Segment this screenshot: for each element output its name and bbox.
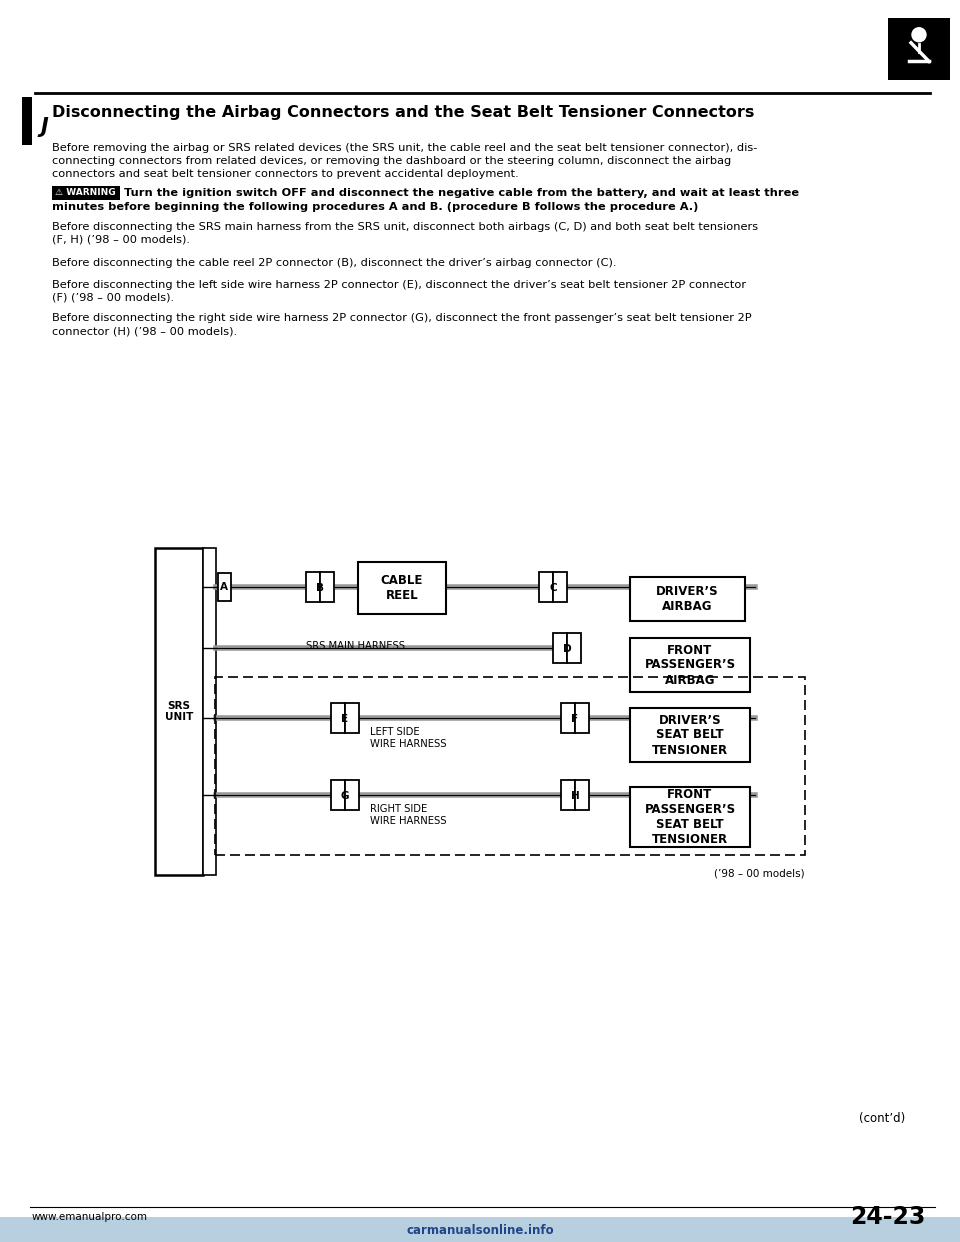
Bar bbox=[630, 787, 750, 847]
Text: B: B bbox=[316, 582, 324, 592]
Text: connecting connectors from related devices, or removing the dashboard or the ste: connecting connectors from related devic… bbox=[52, 156, 732, 166]
Text: G: G bbox=[341, 791, 349, 801]
Text: connector (H) (’98 – 00 models).: connector (H) (’98 – 00 models). bbox=[52, 325, 237, 337]
Bar bbox=[575, 780, 589, 810]
Text: J: J bbox=[40, 117, 48, 137]
Bar bbox=[630, 638, 750, 692]
Text: FRONT
PASSENGER’S
AIRBAG: FRONT PASSENGER’S AIRBAG bbox=[644, 643, 735, 687]
Text: Disconnecting the Airbag Connectors and the Seat Belt Tensioner Connectors: Disconnecting the Airbag Connectors and … bbox=[52, 106, 755, 120]
Bar bbox=[203, 548, 216, 876]
Text: H: H bbox=[570, 791, 580, 801]
Text: Before disconnecting the right side wire harness 2P connector (G), disconnect th: Before disconnecting the right side wire… bbox=[52, 313, 752, 323]
Bar bbox=[630, 708, 750, 763]
Bar bbox=[553, 573, 567, 602]
Bar bbox=[345, 780, 359, 810]
Bar bbox=[218, 573, 231, 601]
Text: www.emanualpro.com: www.emanualpro.com bbox=[32, 1212, 148, 1222]
Bar bbox=[22, 97, 32, 145]
Bar bbox=[539, 573, 553, 602]
Text: LEFT SIDE
WIRE HARNESS: LEFT SIDE WIRE HARNESS bbox=[370, 728, 446, 749]
Bar bbox=[561, 780, 575, 810]
Text: RIGHT SIDE
WIRE HARNESS: RIGHT SIDE WIRE HARNESS bbox=[370, 805, 446, 826]
Bar bbox=[345, 703, 359, 733]
Bar bbox=[575, 703, 589, 733]
Text: C: C bbox=[549, 582, 557, 592]
Bar bbox=[155, 548, 203, 876]
Bar bbox=[567, 633, 581, 663]
Text: D: D bbox=[563, 645, 571, 655]
Text: (F) (’98 – 00 models).: (F) (’98 – 00 models). bbox=[52, 293, 174, 303]
Text: CABLE
REEL: CABLE REEL bbox=[381, 574, 423, 602]
Text: FRONT
PASSENGER’S
SEAT BELT
TENSIONER: FRONT PASSENGER’S SEAT BELT TENSIONER bbox=[644, 787, 735, 846]
Text: (F, H) (’98 – 00 models).: (F, H) (’98 – 00 models). bbox=[52, 235, 190, 245]
Text: minutes before beginning the following procedures A and B. (procedure B follows : minutes before beginning the following p… bbox=[52, 202, 698, 212]
Text: DRIVER’S
AIRBAG: DRIVER’S AIRBAG bbox=[657, 585, 719, 614]
Text: Before disconnecting the SRS main harness from the SRS unit, disconnect both air: Before disconnecting the SRS main harnes… bbox=[52, 222, 758, 232]
Bar bbox=[0, 1217, 960, 1242]
Text: A: A bbox=[220, 582, 228, 592]
Bar bbox=[306, 573, 320, 602]
Text: (’98 – 00 models): (’98 – 00 models) bbox=[714, 868, 805, 878]
Text: F: F bbox=[571, 714, 579, 724]
Text: Before disconnecting the cable reel 2P connector (B), disconnect the driver’s ai: Before disconnecting the cable reel 2P c… bbox=[52, 258, 616, 268]
Circle shape bbox=[912, 27, 926, 42]
Bar bbox=[320, 573, 334, 602]
Text: Before disconnecting the left side wire harness 2P connector (E), disconnect the: Before disconnecting the left side wire … bbox=[52, 279, 746, 289]
Text: DRIVER’S
SEAT BELT
TENSIONER: DRIVER’S SEAT BELT TENSIONER bbox=[652, 713, 728, 756]
Text: Before removing the airbag or SRS related devices (the SRS unit, the cable reel : Before removing the airbag or SRS relate… bbox=[52, 143, 757, 153]
Bar bbox=[888, 17, 950, 79]
Bar bbox=[331, 780, 345, 810]
Text: connectors and seat belt tensioner connectors to prevent accidental deployment.: connectors and seat belt tensioner conne… bbox=[52, 169, 518, 179]
Bar bbox=[215, 677, 805, 854]
Text: E: E bbox=[342, 714, 348, 724]
Text: SRS
UNIT: SRS UNIT bbox=[165, 700, 193, 723]
Text: carmanualsonline.info: carmanualsonline.info bbox=[406, 1223, 554, 1237]
Bar bbox=[331, 703, 345, 733]
Text: Turn the ignition switch OFF and disconnect the negative cable from the battery,: Turn the ignition switch OFF and disconn… bbox=[124, 188, 799, 197]
Bar bbox=[561, 703, 575, 733]
Bar bbox=[358, 561, 446, 614]
Text: ⚠ WARNING: ⚠ WARNING bbox=[55, 188, 115, 197]
Bar bbox=[630, 578, 745, 621]
Text: SRS MAIN HARNESS: SRS MAIN HARNESS bbox=[305, 641, 404, 651]
Bar bbox=[553, 633, 567, 663]
Bar bbox=[52, 186, 120, 200]
Text: (cont’d): (cont’d) bbox=[859, 1112, 905, 1125]
Text: 24-23: 24-23 bbox=[850, 1205, 925, 1230]
